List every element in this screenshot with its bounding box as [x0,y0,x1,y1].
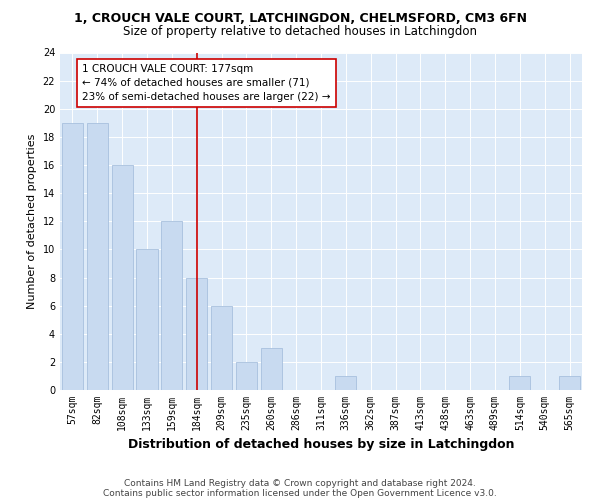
Bar [509,376,530,390]
Text: Size of property relative to detached houses in Latchingdon: Size of property relative to detached ho… [123,25,477,38]
Bar [136,250,158,390]
Bar [186,278,207,390]
Bar [62,123,83,390]
Text: 1, CROUCH VALE COURT, LATCHINGDON, CHELMSFORD, CM3 6FN: 1, CROUCH VALE COURT, LATCHINGDON, CHELM… [74,12,527,26]
Bar [559,376,580,390]
Bar [112,165,133,390]
Bar [236,362,257,390]
X-axis label: Distribution of detached houses by size in Latchingdon: Distribution of detached houses by size … [128,438,514,452]
Bar [211,306,232,390]
Bar [261,348,282,390]
Y-axis label: Number of detached properties: Number of detached properties [27,134,37,309]
Bar [161,221,182,390]
Bar [87,123,108,390]
Bar [335,376,356,390]
Text: Contains public sector information licensed under the Open Government Licence v3: Contains public sector information licen… [103,488,497,498]
Text: 1 CROUCH VALE COURT: 177sqm
← 74% of detached houses are smaller (71)
23% of sem: 1 CROUCH VALE COURT: 177sqm ← 74% of det… [82,64,331,102]
Text: Contains HM Land Registry data © Crown copyright and database right 2024.: Contains HM Land Registry data © Crown c… [124,478,476,488]
